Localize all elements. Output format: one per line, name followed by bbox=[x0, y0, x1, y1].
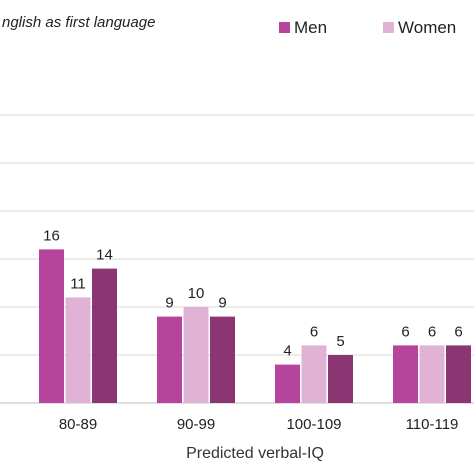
data-label: 9 bbox=[218, 295, 226, 312]
legend-swatch-women bbox=[383, 22, 394, 33]
data-label: 5 bbox=[336, 333, 344, 350]
bar-100-109-series-2 bbox=[328, 355, 353, 403]
x-tick-label: 100-109 bbox=[286, 416, 341, 433]
bar-110-119-series-0 bbox=[393, 345, 418, 403]
bar-100-109-series-0 bbox=[275, 364, 300, 403]
bar-80-89-series-2 bbox=[92, 268, 117, 403]
legend-label-women: Women bbox=[398, 18, 456, 37]
bar-110-119-series-2 bbox=[446, 345, 471, 403]
legend: Men Women bbox=[279, 18, 456, 37]
bar-90-99-series-0 bbox=[157, 316, 182, 403]
chart-subtitle: nglish as first language bbox=[2, 14, 155, 31]
x-tick-label: 90-99 bbox=[177, 416, 215, 433]
legend-label-men: Men bbox=[294, 18, 327, 37]
data-label: 9 bbox=[165, 295, 173, 312]
data-label: 4 bbox=[283, 343, 291, 360]
data-label: 14 bbox=[96, 247, 113, 264]
data-label: 11 bbox=[70, 275, 86, 292]
bar-100-109-series-1 bbox=[301, 345, 327, 403]
bar-90-99-series-2 bbox=[210, 316, 235, 403]
bar-80-89-series-0 bbox=[39, 249, 64, 403]
bar-90-99-series-1 bbox=[183, 307, 209, 403]
x-tick-label: 110-119 bbox=[406, 416, 459, 433]
legend-swatch-men bbox=[279, 22, 290, 33]
data-label: 6 bbox=[401, 323, 409, 340]
data-labels: 16 11 14 9 10 9 4 6 5 6 6 6 bbox=[43, 227, 463, 359]
data-label: 16 bbox=[43, 227, 60, 244]
x-tick-labels: 80-89 90-99 100-109 110-119 bbox=[59, 416, 459, 433]
x-axis-title: Predicted verbal-IQ bbox=[186, 445, 324, 462]
bar-110-119-series-1 bbox=[419, 345, 445, 403]
bars bbox=[39, 249, 471, 403]
bar-80-89-series-1 bbox=[65, 297, 91, 403]
x-tick-label: 80-89 bbox=[59, 416, 97, 433]
data-label: 6 bbox=[428, 323, 436, 340]
data-label: 10 bbox=[188, 285, 205, 302]
data-label: 6 bbox=[310, 323, 318, 340]
data-label: 6 bbox=[454, 323, 462, 340]
